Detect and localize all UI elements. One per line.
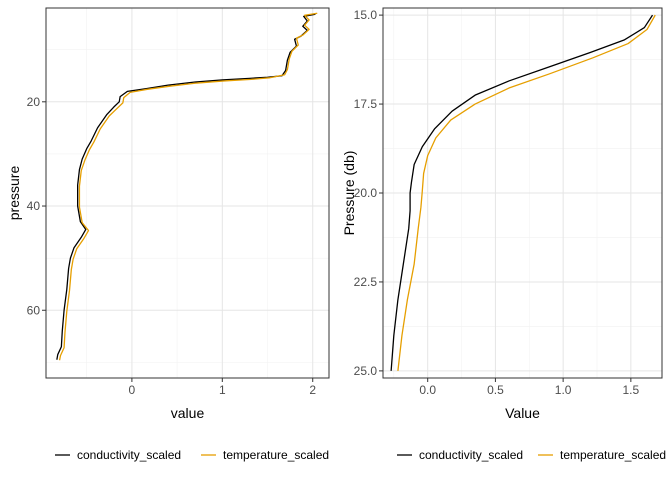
series-line-temperature_scaled xyxy=(58,12,318,361)
y-tick-label: 20 xyxy=(27,95,41,109)
legend-label: conductivity_scaled xyxy=(77,448,181,462)
legend-label: temperature_scaled xyxy=(223,448,329,462)
y-axis-title: Pressure (db) xyxy=(341,151,357,236)
legend-label: conductivity_scaled xyxy=(419,448,523,462)
x-tick-label: 0.5 xyxy=(487,383,504,397)
legend: conductivity_scaled temperature_scaled xyxy=(397,448,666,462)
x-axis-title: value xyxy=(171,405,205,421)
series-line-conductivity_scaled xyxy=(390,14,654,371)
y-axis-title: pressure xyxy=(6,166,22,221)
x-axis-title: Value xyxy=(505,405,540,421)
y-tick-label: 22.5 xyxy=(354,275,378,289)
y-tick-label: 17.5 xyxy=(354,97,378,111)
panel-border xyxy=(45,7,330,379)
x-tick-label: 1 xyxy=(219,383,226,397)
panel-1: 0 1 2 20 40 60 value pressure conductivity_scale… xyxy=(6,7,330,462)
legend-label: temperature_scaled xyxy=(560,448,666,462)
series-line-conductivity_scaled xyxy=(56,13,316,360)
y-tick-label: 60 xyxy=(27,303,41,317)
x-tick-label: 0.0 xyxy=(419,383,436,397)
x-tick-label: 1.0 xyxy=(555,383,572,397)
y-tick-label: 25.0 xyxy=(354,364,378,378)
x-tick-label: 0 xyxy=(129,383,136,397)
y-tick-label: 20.0 xyxy=(354,186,378,200)
panel-2: 0.0 0.5 1.0 1.5 15.0 17.5 20.0 22.5 25.0 Value Pre… xyxy=(341,7,666,462)
series-line-temperature_scaled xyxy=(397,14,656,371)
plot-area xyxy=(46,8,329,378)
x-tick-label: 2 xyxy=(309,383,316,397)
x-tick-label: 1.5 xyxy=(623,383,640,397)
legend: conductivity_scaled temperature_scaled xyxy=(55,448,329,462)
y-tick-label: 15.0 xyxy=(354,8,378,22)
y-tick-label: 40 xyxy=(27,199,41,213)
